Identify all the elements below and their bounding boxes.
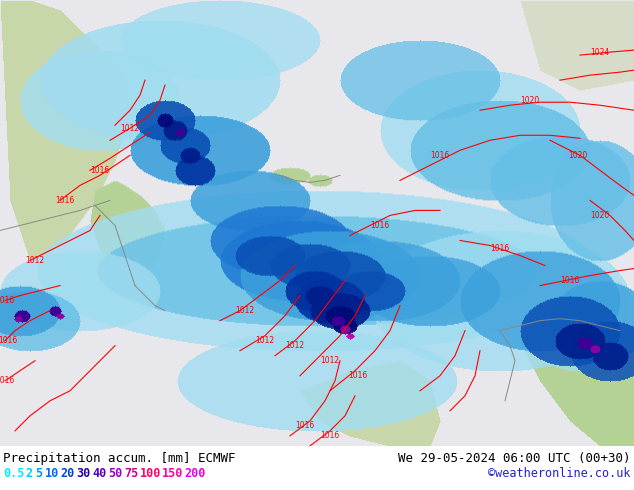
Text: 40: 40 <box>92 467 107 481</box>
Text: 1016: 1016 <box>0 296 15 305</box>
Text: Precipitation accum. [mm] ECMWF: Precipitation accum. [mm] ECMWF <box>3 452 235 465</box>
Text: 100: 100 <box>140 467 161 481</box>
Text: 1012: 1012 <box>25 256 44 265</box>
Text: 1012: 1012 <box>256 336 275 345</box>
Text: 1016: 1016 <box>0 336 18 345</box>
Text: 50: 50 <box>108 467 122 481</box>
Text: 0.5: 0.5 <box>3 467 24 481</box>
Text: 1012: 1012 <box>235 306 255 315</box>
Text: 1012: 1012 <box>320 356 340 365</box>
Text: 200: 200 <box>184 467 205 481</box>
Text: 1016: 1016 <box>490 244 510 253</box>
Text: 1016: 1016 <box>91 166 110 175</box>
Text: 1016: 1016 <box>560 276 579 285</box>
Text: 1020: 1020 <box>568 151 588 160</box>
Text: 1016: 1016 <box>370 221 390 230</box>
Text: 20: 20 <box>60 467 75 481</box>
Text: 1016: 1016 <box>348 371 368 380</box>
Text: We 29-05-2024 06:00 UTC (00+30): We 29-05-2024 06:00 UTC (00+30) <box>399 452 631 465</box>
Text: 10: 10 <box>44 467 59 481</box>
Text: 2: 2 <box>25 467 32 481</box>
Text: 75: 75 <box>124 467 138 481</box>
Text: ©weatheronline.co.uk: ©weatheronline.co.uk <box>489 467 631 481</box>
Text: 1020: 1020 <box>521 96 540 105</box>
Text: 1016: 1016 <box>430 151 450 160</box>
Text: 1016: 1016 <box>0 376 15 385</box>
Text: 1012: 1012 <box>120 124 139 133</box>
Text: 30: 30 <box>76 467 91 481</box>
Text: 1016: 1016 <box>55 196 75 205</box>
Text: 1020: 1020 <box>590 211 610 220</box>
Text: 1024: 1024 <box>590 48 610 57</box>
Text: 150: 150 <box>162 467 183 481</box>
Text: 5: 5 <box>35 467 42 481</box>
Text: 1016: 1016 <box>320 431 340 441</box>
Text: 1016: 1016 <box>295 421 314 430</box>
Text: 1012: 1012 <box>285 341 304 350</box>
